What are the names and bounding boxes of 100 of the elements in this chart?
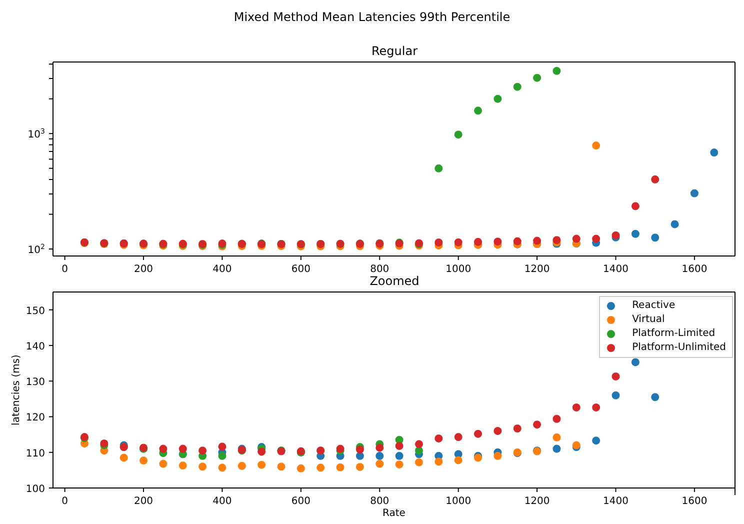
y-tick-label: 100	[26, 484, 45, 495]
point	[258, 460, 266, 469]
y-tick-label: 10$^{3}$	[28, 128, 45, 141]
point	[474, 106, 482, 115]
x-tick-label: 400	[212, 496, 232, 507]
point	[474, 238, 482, 246]
point	[592, 436, 600, 445]
point	[612, 372, 620, 380]
point	[434, 164, 443, 172]
x-tick-label: 1400	[603, 496, 628, 507]
x-tick-label: 600	[291, 496, 310, 507]
point	[395, 452, 404, 460]
legend-label: Virtual	[632, 313, 665, 327]
point	[395, 460, 404, 468]
point	[159, 460, 168, 468]
point	[356, 462, 364, 471]
point	[376, 452, 384, 460]
x-tick-label: 1200	[524, 264, 550, 275]
chart-title: Zoomed	[368, 274, 420, 290]
x-axis-title: Rate	[382, 508, 406, 519]
point	[494, 452, 502, 460]
point	[454, 130, 462, 139]
point	[178, 444, 187, 453]
x-tick-label: 1600	[682, 264, 708, 275]
point	[494, 426, 502, 435]
point	[474, 430, 482, 438]
point	[356, 446, 364, 454]
x-tick-label: 1000	[446, 496, 472, 507]
point	[336, 463, 344, 472]
point	[533, 420, 542, 429]
point	[258, 448, 266, 456]
x-tick-label: 1200	[524, 496, 550, 507]
point	[513, 237, 522, 246]
point	[198, 446, 207, 455]
y-tick-label: 140	[26, 341, 45, 352]
point	[592, 403, 600, 412]
point	[494, 94, 502, 103]
point	[710, 148, 718, 157]
point	[316, 464, 325, 472]
point	[454, 433, 462, 442]
chart-title: Mixed Method Mean Latencies 99th Percentile	[232, 9, 512, 26]
point	[454, 238, 462, 246]
x-tick-label: 1600	[682, 496, 708, 507]
x-tick-label: 1400	[603, 264, 628, 275]
point	[238, 462, 246, 470]
point	[670, 220, 679, 228]
point	[513, 82, 522, 91]
y-tick-label: 10$^{2}$	[28, 243, 45, 256]
point	[277, 462, 286, 471]
point	[434, 434, 443, 442]
point	[434, 458, 443, 466]
point	[434, 238, 443, 246]
x-tick-label: 1000	[446, 264, 472, 275]
x-tick-label: 800	[370, 264, 390, 275]
point	[533, 74, 542, 82]
point	[178, 462, 187, 470]
point	[612, 391, 620, 400]
point	[414, 458, 423, 466]
point	[513, 424, 522, 432]
y-tick-label: 120	[26, 412, 45, 424]
x-tick-label: 0	[62, 496, 68, 507]
point	[414, 440, 423, 448]
point	[218, 452, 226, 460]
point	[376, 460, 384, 468]
x-tick-label: 0	[62, 264, 68, 275]
x-tick-label: 200	[134, 264, 154, 275]
point	[631, 230, 640, 238]
x-tick-label: 400	[212, 264, 232, 275]
point	[414, 446, 423, 455]
y-tick-label: 130	[26, 377, 45, 388]
point	[218, 442, 226, 451]
x-tick-label: 200	[134, 496, 154, 507]
point	[552, 433, 561, 442]
point	[218, 464, 226, 472]
point	[552, 444, 561, 453]
point	[631, 358, 640, 366]
y-axis-title: latencies (ms)	[10, 354, 22, 426]
x-tick-label: 600	[291, 264, 310, 275]
legend-label: Reactive	[632, 299, 676, 313]
legend-label: Platform-Unlimited	[632, 341, 726, 355]
point	[572, 403, 580, 412]
point	[120, 454, 128, 462]
point	[651, 175, 660, 184]
legend-label: Platform-Limited	[632, 327, 716, 341]
point	[572, 234, 580, 243]
point	[533, 236, 542, 245]
point	[454, 456, 462, 464]
point	[631, 202, 640, 210]
point	[552, 66, 561, 75]
point	[395, 442, 404, 450]
y-tick-label: 150	[26, 306, 45, 317]
point	[651, 234, 660, 242]
point	[592, 142, 600, 150]
point	[296, 464, 305, 472]
point	[651, 393, 660, 402]
point	[552, 414, 561, 423]
point	[140, 456, 148, 465]
point	[494, 238, 502, 246]
y-tick-label: 110	[26, 448, 45, 460]
point	[376, 444, 384, 452]
